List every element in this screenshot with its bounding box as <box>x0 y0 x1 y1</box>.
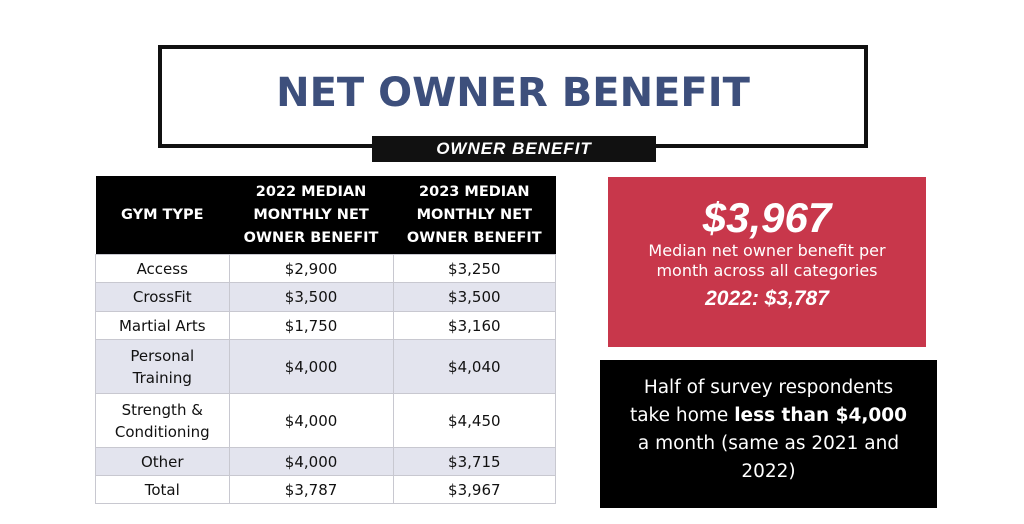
title-box: NET OWNER BENEFIT <box>158 45 868 148</box>
table-row: CrossFit $3,500 $3,500 <box>95 282 557 312</box>
table-cell: $1,750 <box>228 311 394 340</box>
table-cell: $3,500 <box>228 282 394 312</box>
table-cell: $3,250 <box>392 254 557 283</box>
column-header: GYM TYPE <box>95 176 229 255</box>
table-row: Other $4,000 $3,715 <box>95 447 557 476</box>
note-bold: less than $4,000 <box>734 405 908 426</box>
table-cell: $4,000 <box>228 447 394 476</box>
note-text: Half of survey respondents take home <box>629 377 894 426</box>
title: NET OWNER BENEFIT <box>276 69 750 116</box>
table-row: Total $3,787 $3,967 <box>95 475 557 504</box>
header-row: GYM TYPE 2022 MEDIAN MONTHLY NET OWNER BE… <box>95 176 556 255</box>
highlight-value: $3,967 <box>702 194 832 241</box>
table-cell: Access <box>95 254 230 283</box>
table-cell: CrossFit <box>95 282 230 312</box>
table-cell: $4,040 <box>392 339 557 394</box>
table-row: Access $2,900 $3,250 <box>95 254 557 283</box>
table-cell: Strength & Conditioning <box>95 393 230 448</box>
column-header: 2022 MEDIAN MONTHLY NET OWNER BENEFIT <box>229 176 394 255</box>
table-cell: $4,000 <box>228 339 394 394</box>
table-body: Access $2,900 $3,250 CrossFit $3,500 $3,500 Ma… <box>95 254 557 504</box>
note-text: a month (same as 2021 and 2022) <box>637 433 900 482</box>
highlight-box: $3,967 Median net owner benefit per mont… <box>608 177 926 347</box>
table-row: Martial Arts $1,750 $3,160 <box>95 311 557 340</box>
table-cell: $3,787 <box>228 475 394 504</box>
table-cell: $3,967 <box>392 475 557 504</box>
table-cell: $2,900 <box>228 254 394 283</box>
table-cell: $4,000 <box>228 393 394 448</box>
note-box: Half of survey respondents take home les… <box>600 360 937 508</box>
table-cell: Martial Arts <box>95 311 230 340</box>
table-cell: $3,715 <box>392 447 557 476</box>
table-cell: $3,160 <box>392 311 557 340</box>
benefit-table: GYM TYPE 2022 MEDIAN MONTHLY NET OWNER BE… <box>95 176 557 504</box>
subtitle: OWNER BENEFIT <box>372 136 656 162</box>
table-cell: $4,450 <box>392 393 557 448</box>
highlight-caption: Median net owner benefit per month acros… <box>648 241 886 280</box>
table-row: Strength & Conditioning $4,000 $4,450 <box>95 393 557 448</box>
highlight-comparison: 2022: $3,787 <box>705 287 829 310</box>
table-cell: Personal Training <box>95 339 230 394</box>
table-cell: Total <box>95 475 230 504</box>
table-row: Personal Training $4,000 $4,040 <box>95 339 557 394</box>
column-header: 2023 MEDIAN MONTHLY NET OWNER BENEFIT <box>393 176 556 255</box>
table-cell: Other <box>95 447 230 476</box>
table-cell: $3,500 <box>392 282 557 312</box>
